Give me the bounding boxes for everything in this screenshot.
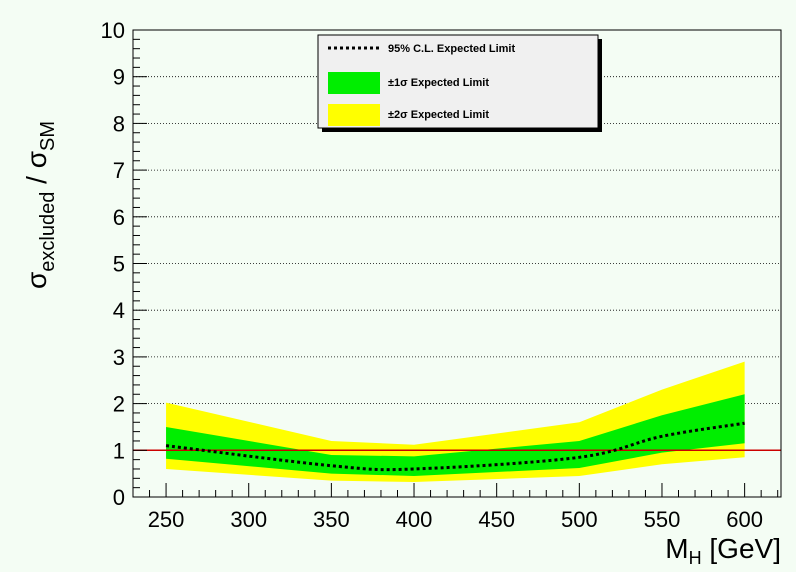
y-tick-label: 8 <box>113 111 125 136</box>
y-tick-label: 0 <box>113 485 125 510</box>
y-axis-title: σexcluded / σSM <box>21 121 59 289</box>
legend-sigma2-swatch <box>328 104 380 126</box>
x-axis-title: MH [GeV] <box>665 533 781 568</box>
lines <box>133 421 781 472</box>
y-tick-label: 3 <box>113 345 125 370</box>
y-tick-label: 10 <box>101 18 125 43</box>
x-axis-title-sub: H <box>689 548 702 568</box>
legend-expected-label: 95% C.L. Expected Limit <box>388 43 515 55</box>
y-tick-label: 9 <box>113 65 125 90</box>
x-tick-label: 400 <box>396 507 433 532</box>
y-tick-label: 5 <box>113 252 125 277</box>
legend-sigma1-swatch <box>328 72 380 94</box>
x-tick-label: 500 <box>561 507 598 532</box>
x-tick-label: 450 <box>478 507 515 532</box>
sigma1-band <box>166 394 745 476</box>
y-tick-label: 1 <box>113 438 125 463</box>
x-tick-label: 300 <box>230 507 267 532</box>
y-axis-title-sub: excluded <box>37 192 59 272</box>
y-axis-title-sub2: SM <box>37 121 59 151</box>
y-axis-title-sep: / σ <box>21 151 52 192</box>
legend: 95% C.L. Expected Limit ±1σ Expected Lim… <box>317 34 602 132</box>
x-tick-label: 550 <box>644 507 681 532</box>
x-tick-label: 250 <box>148 507 185 532</box>
x-tick-label: 350 <box>313 507 350 532</box>
y-tick-label: 6 <box>113 205 125 230</box>
legend-sigma2-label: ±2σ Expected Limit <box>388 109 489 121</box>
x-axis-title-unit: [GeV] <box>702 533 781 564</box>
x-axis-title-main: M <box>665 533 688 564</box>
y-tick-label: 4 <box>113 298 125 323</box>
legend-sigma1-label: ±1σ Expected Limit <box>388 77 489 89</box>
y-axis-title-main: σ <box>21 272 52 289</box>
y-tick-label: 2 <box>113 392 125 417</box>
bands <box>166 361 745 483</box>
y-tick-label: 7 <box>113 158 125 183</box>
expected-limit-line <box>165 421 745 472</box>
ticks <box>133 29 779 498</box>
tick-labels: 0 1 2 3 4 5 6 7 8 9 10 250 300 350 400 450 500 550 600 <box>101 18 763 532</box>
x-tick-label: 600 <box>726 507 763 532</box>
